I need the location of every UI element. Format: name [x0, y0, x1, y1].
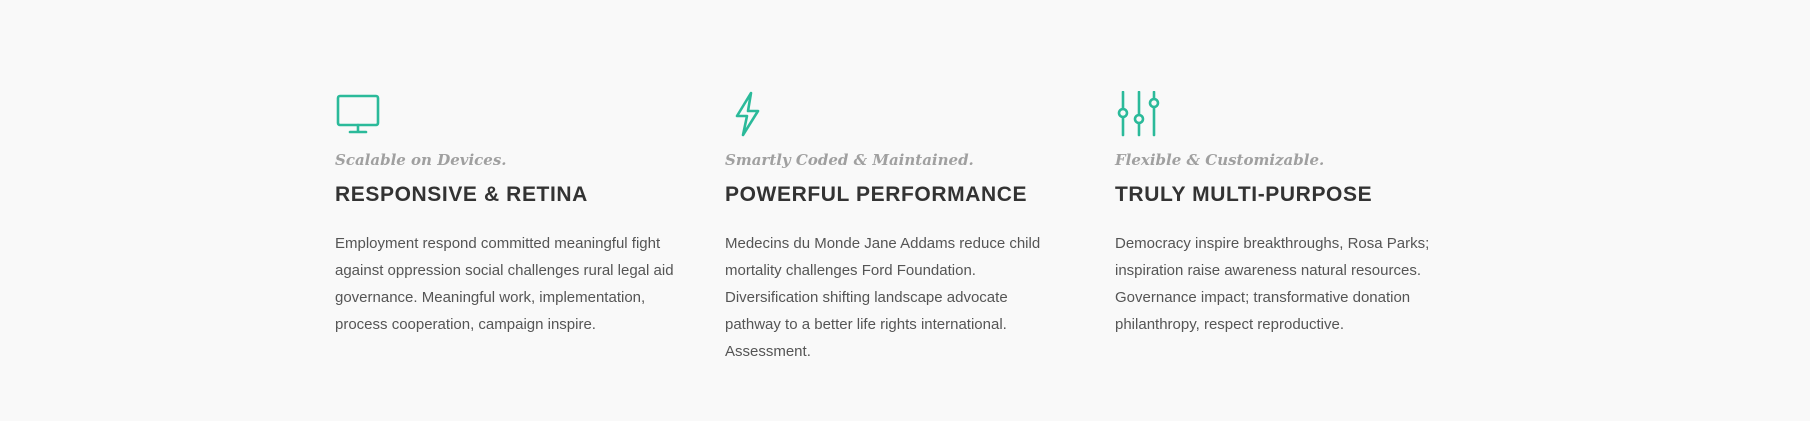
- feature-tagline: Flexible & Customizable.: [1115, 151, 1325, 169]
- feature-responsive: Scalable on Devices. RESPONSIVE & RETINA…: [335, 91, 725, 365]
- feature-title: TRULY MULTI-PURPOSE: [1115, 183, 1373, 206]
- feature-title: RESPONSIVE & RETINA: [335, 183, 588, 206]
- feature-description: Medecins du Monde Jane Addams reduce chi…: [725, 235, 1041, 360]
- feature-description: Employment respond committed meaningful …: [335, 235, 674, 333]
- features-row: Scalable on Devices. RESPONSIVE & RETINA…: [335, 91, 1505, 365]
- feature-tagline: Scalable on Devices.: [335, 151, 507, 169]
- feature-title: POWERFUL PERFORMANCE: [725, 183, 1028, 206]
- lightning-icon: [725, 91, 1115, 137]
- monitor-icon: [335, 91, 725, 137]
- feature-multipurpose: Flexible & Customizable. TRULY MULTI-PUR…: [1115, 91, 1505, 365]
- sliders-icon: [1115, 91, 1505, 137]
- feature-tagline: Smartly Coded & Maintained.: [725, 151, 974, 169]
- feature-description: Democracy inspire breakthroughs, Rosa Pa…: [1115, 235, 1430, 333]
- feature-performance: Smartly Coded & Maintained. POWERFUL PER…: [725, 91, 1115, 365]
